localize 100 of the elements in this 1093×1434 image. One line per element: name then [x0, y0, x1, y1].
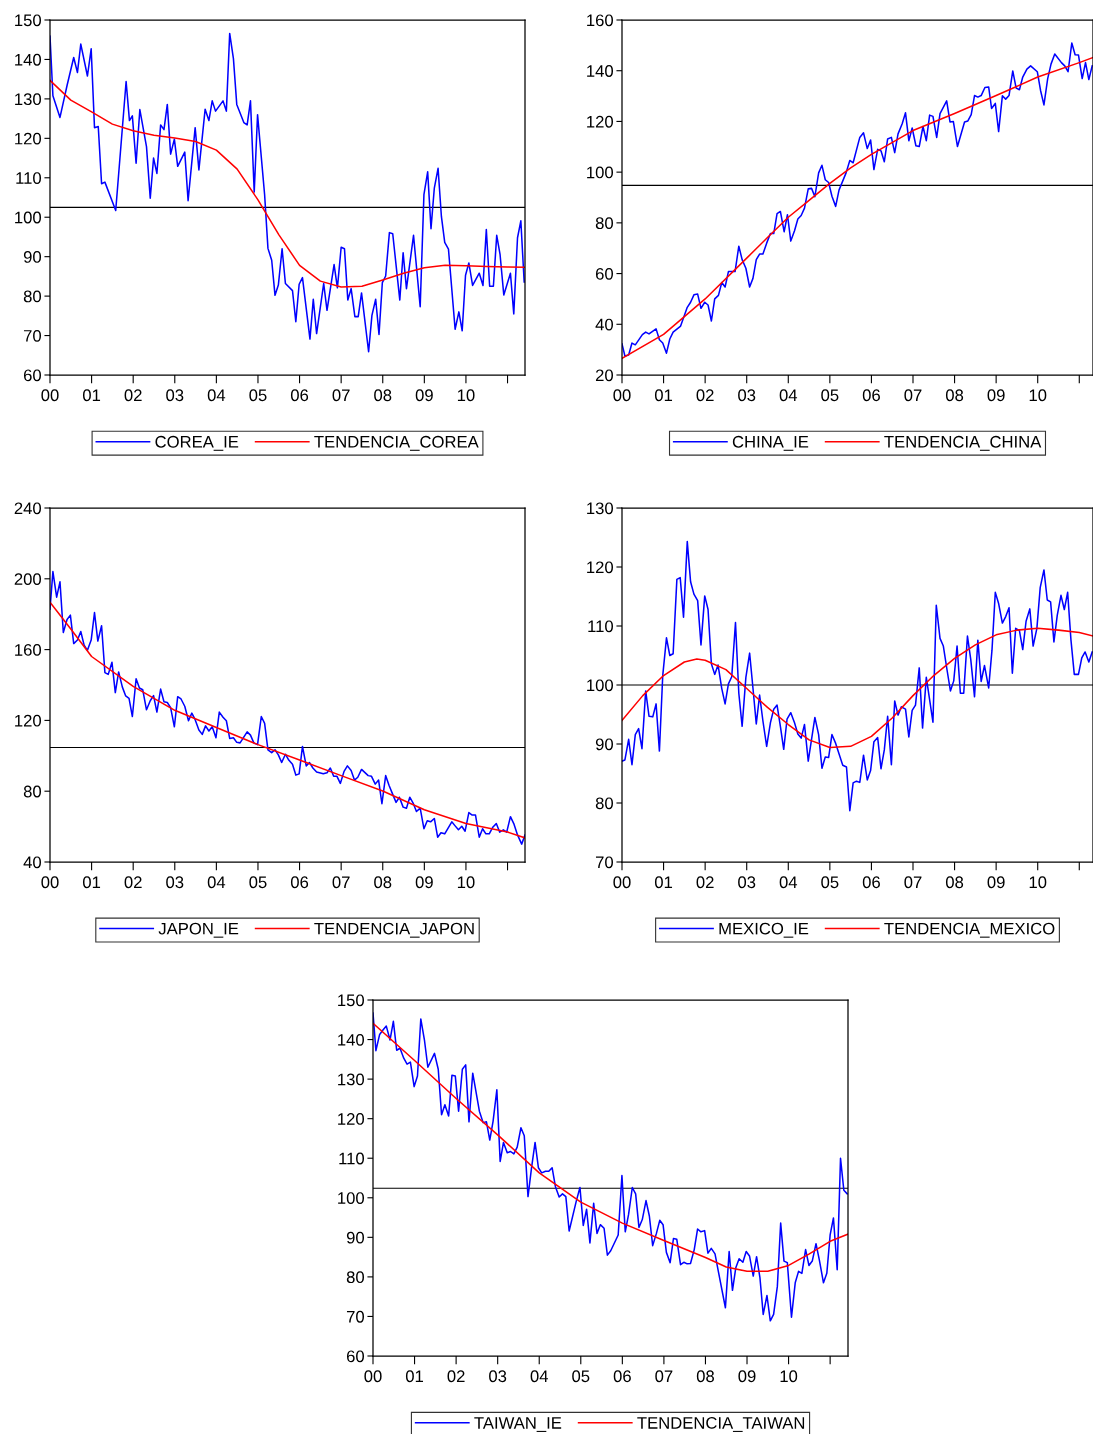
- x-tick-label: 00: [364, 1370, 382, 1383]
- y-tick-label: 80: [23, 785, 42, 798]
- x-tick-label: 02: [696, 876, 714, 889]
- y-tick-label: 70: [595, 856, 614, 869]
- x-tick-label: 03: [166, 876, 184, 889]
- x-tick-label: 08: [696, 1370, 714, 1383]
- x-tick-label: 08: [374, 876, 392, 889]
- x-tick-label: 09: [738, 1370, 756, 1383]
- x-tick-label: 00: [613, 389, 631, 402]
- x-tick-label: 02: [124, 876, 142, 889]
- y-tick-label: 150: [338, 994, 365, 1007]
- x-tick-label: 06: [613, 1370, 631, 1383]
- y-tick-label: 160: [587, 14, 614, 27]
- x-tick-label: 04: [207, 389, 226, 402]
- x-tick-label: 10: [457, 876, 475, 889]
- x-tick-label: 09: [415, 389, 433, 402]
- y-tick-label: 60: [595, 267, 614, 280]
- x-tick-label: 01: [654, 389, 673, 402]
- y-tick-label: 120: [15, 132, 42, 145]
- x-tick-label: 07: [332, 389, 350, 402]
- x-tick-label: 08: [945, 876, 964, 889]
- x-tick-label: 08: [374, 389, 392, 402]
- x-tick-label: 03: [738, 876, 756, 889]
- x-tick-label: 09: [987, 389, 1005, 402]
- x-tick-label: 06: [862, 389, 880, 402]
- x-tick-label: 03: [489, 1370, 507, 1383]
- x-tick-label: 09: [987, 876, 1005, 889]
- x-tick-label: 02: [447, 1370, 465, 1383]
- y-tick-label: 70: [23, 329, 42, 342]
- y-tick-label: 90: [595, 738, 614, 751]
- x-tick-label: 00: [41, 389, 59, 402]
- y-tick-label: 140: [587, 65, 614, 77]
- y-tick-label: 40: [595, 318, 614, 331]
- x-tick-label: 07: [904, 389, 922, 402]
- x-tick-label: 10: [1029, 876, 1047, 889]
- x-tick-label: 04: [207, 876, 226, 889]
- y-tick-label: 80: [595, 797, 614, 810]
- y-tick-label: 110: [588, 620, 614, 633]
- y-tick-label: 40: [23, 856, 42, 869]
- legend-label: CHINA_IE: [732, 435, 809, 451]
- y-tick-label: 240: [14, 502, 42, 515]
- x-tick-label: 03: [166, 389, 184, 402]
- x-tick-label: 02: [696, 389, 714, 402]
- y-tick-label: 120: [15, 714, 42, 727]
- x-tick-label: 05: [821, 876, 839, 889]
- y-tick-label: 70: [346, 1310, 365, 1323]
- y-tick-label: 160: [15, 644, 42, 656]
- y-tick-label: 120: [587, 115, 614, 128]
- x-tick-label: 08: [945, 389, 964, 402]
- legend-label: TENDENCIA_CHINA: [884, 435, 1042, 451]
- y-tick-label: 130: [338, 1073, 365, 1086]
- x-tick-label: 02: [124, 389, 142, 402]
- x-tick-label: 04: [779, 389, 798, 402]
- x-tick-label: 04: [779, 876, 798, 889]
- x-tick-label: 10: [1029, 389, 1047, 402]
- x-tick-label: 05: [249, 389, 267, 402]
- y-tick-label: 60: [23, 369, 42, 382]
- y-tick-label: 80: [595, 217, 614, 230]
- y-tick-label: 90: [346, 1231, 365, 1244]
- x-tick-label: 01: [405, 1370, 424, 1383]
- y-tick-label: 110: [339, 1152, 365, 1165]
- y-tick-label: 120: [587, 561, 614, 574]
- y-tick-label: 100: [587, 679, 614, 692]
- legend-label: COREA_IE: [155, 435, 239, 451]
- legend-label: JAPON_IE: [158, 922, 239, 938]
- x-tick-label: 06: [290, 389, 309, 402]
- x-tick-label: 01: [82, 389, 101, 402]
- x-tick-label: 07: [332, 876, 350, 889]
- legend-label: TENDENCIA_MEXICO: [884, 922, 1055, 938]
- y-tick-label: 80: [23, 290, 42, 303]
- x-tick-label: 05: [572, 1370, 590, 1383]
- y-tick-label: 60: [346, 1350, 365, 1363]
- y-tick-label: 120: [338, 1113, 365, 1125]
- y-tick-label: 130: [15, 93, 42, 106]
- legend-label: TAIWAN_IE: [474, 1417, 562, 1432]
- x-tick-label: 06: [290, 876, 309, 889]
- y-tick-label: 100: [338, 1192, 365, 1204]
- x-tick-label: 09: [415, 876, 433, 889]
- x-tick-label: 07: [655, 1370, 673, 1383]
- y-tick-label: 200: [14, 573, 42, 585]
- x-tick-label: 05: [821, 389, 839, 402]
- y-tick-label: 100: [15, 211, 42, 224]
- x-tick-label: 00: [41, 876, 59, 889]
- y-tick-label: 140: [15, 53, 42, 66]
- x-tick-label: 07: [904, 876, 922, 889]
- y-tick-label: 140: [338, 1033, 365, 1046]
- y-tick-label: 80: [346, 1271, 365, 1284]
- y-tick-label: 100: [587, 166, 614, 179]
- y-tick-label: 110: [16, 172, 42, 184]
- x-tick-label: 04: [530, 1370, 549, 1383]
- legend-label: TENDENCIA_JAPON: [314, 922, 474, 938]
- x-tick-label: 06: [862, 876, 880, 889]
- x-tick-label: 10: [457, 389, 475, 402]
- x-tick-label: 00: [613, 876, 631, 889]
- x-tick-label: 03: [738, 389, 756, 402]
- y-tick-label: 130: [587, 502, 614, 515]
- legend-label: MEXICO_IE: [719, 922, 809, 938]
- y-tick-label: 150: [15, 14, 42, 27]
- y-tick-label: 90: [23, 251, 42, 263]
- x-tick-label: 05: [249, 876, 267, 889]
